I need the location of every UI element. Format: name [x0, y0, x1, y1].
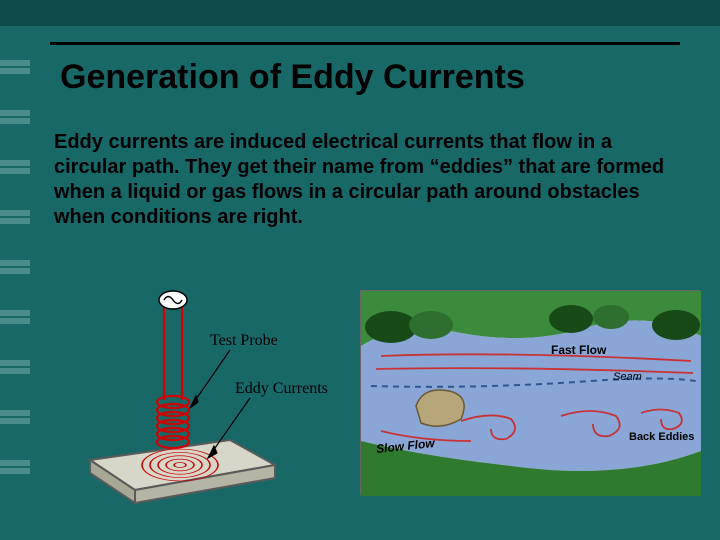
slide: Generation of Eddy Currents Eddy current…: [0, 0, 720, 540]
arrow-test-probe: [190, 350, 230, 408]
label-back-eddies: Back Eddies: [629, 431, 694, 443]
side-mark: [0, 310, 30, 324]
ac-source: [159, 291, 187, 309]
rock: [416, 390, 464, 426]
side-mark: [0, 110, 30, 124]
probe-diagram: Test Probe Eddy Currents: [80, 290, 340, 510]
side-mark: [0, 360, 30, 374]
side-mark: [0, 160, 30, 174]
label-eddy-currents: Eddy Currents: [235, 380, 328, 398]
side-mark: [0, 260, 30, 274]
coil: [157, 396, 189, 448]
side-mark: [0, 410, 30, 424]
label-seam: Seam: [613, 371, 642, 383]
probe-svg: [80, 290, 340, 510]
label-test-probe: Test Probe: [210, 332, 278, 350]
side-mark: [0, 60, 30, 74]
slide-body: Eddy currents are induced electrical cur…: [54, 130, 666, 230]
river-svg: [361, 291, 701, 496]
label-fast-flow: Fast Flow: [551, 343, 606, 357]
side-mark: [0, 210, 30, 224]
coil-leads: [164, 302, 182, 400]
side-mark: [0, 460, 30, 474]
river-illustration: Fast Flow Seam Slow Flow Back Eddies: [360, 290, 700, 495]
bg-top-strip: [0, 0, 720, 26]
title-rule: [50, 42, 680, 45]
slide-title: Generation of Eddy Currents: [60, 58, 680, 97]
plate: [90, 440, 275, 503]
